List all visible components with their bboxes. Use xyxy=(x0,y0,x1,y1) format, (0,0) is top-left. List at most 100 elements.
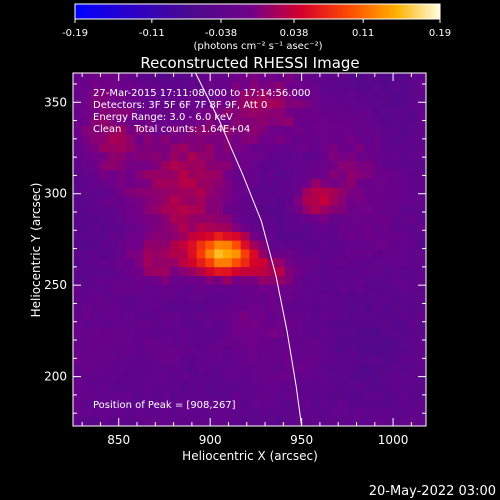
heatmap-cell xyxy=(170,187,180,198)
heatmap-cell xyxy=(302,355,312,365)
heatmap-cell xyxy=(108,320,118,330)
heatmap-cell xyxy=(108,125,118,136)
heatmap-cell xyxy=(231,275,242,286)
heatmap-cell xyxy=(417,99,426,109)
heatmap-cell xyxy=(90,214,101,224)
heatmap-cell xyxy=(99,337,109,348)
heatmap-cell xyxy=(90,125,101,136)
heatmap-cell xyxy=(108,81,118,92)
heatmap-cell xyxy=(284,161,295,171)
heatmap-cell xyxy=(81,81,92,92)
heatmap-cell xyxy=(364,143,374,154)
heatmap-cell xyxy=(240,99,251,109)
heatmap-cell xyxy=(90,302,101,312)
heatmap-cell xyxy=(408,381,418,392)
heatmap-cell xyxy=(267,161,277,171)
heatmap-cell xyxy=(284,178,295,189)
heatmap-cell xyxy=(90,178,101,189)
heatmap-cell xyxy=(408,231,418,242)
heatmap-cell xyxy=(117,373,127,383)
heatmap-cell xyxy=(364,399,374,409)
heatmap-cell xyxy=(364,73,374,83)
heatmap-cell xyxy=(249,293,259,304)
heatmap-cell xyxy=(284,364,295,374)
heatmap-cell xyxy=(302,293,312,304)
heatmap-cell xyxy=(178,399,189,409)
heatmap-cell xyxy=(196,231,206,242)
heatmap-cell xyxy=(320,205,330,215)
heatmap-cell xyxy=(275,408,286,418)
heatmap-cell xyxy=(134,143,145,154)
heatmap-cell xyxy=(152,293,162,304)
heatmap-cell xyxy=(205,143,215,154)
heatmap-cell xyxy=(302,408,312,418)
heatmap-cell xyxy=(178,81,189,92)
heatmap-cell xyxy=(134,328,145,339)
heatmap-cell xyxy=(267,152,277,162)
heatmap-cell xyxy=(355,161,365,171)
heatmap-cell xyxy=(240,320,251,330)
heatmap-cell xyxy=(99,205,109,215)
heatmap-cell xyxy=(205,231,215,242)
y-tick-label: 300 xyxy=(44,187,67,201)
heatmap-cell xyxy=(73,373,83,383)
heatmap-cell xyxy=(178,143,189,154)
heatmap-cell xyxy=(373,170,383,180)
heatmap-cell xyxy=(293,152,304,162)
heatmap-cell xyxy=(196,399,206,409)
heatmap-cell xyxy=(275,231,286,242)
heatmap-cell xyxy=(108,99,118,109)
heatmap-cell xyxy=(373,152,383,162)
heatmap-cell xyxy=(311,143,321,154)
heatmap-cell xyxy=(117,311,127,321)
heatmap-cell xyxy=(117,346,127,356)
heatmap-cell xyxy=(390,117,401,127)
heatmap-cell xyxy=(125,390,136,401)
heatmap-cell xyxy=(249,373,259,383)
heatmap-cell xyxy=(364,170,374,180)
heatmap-cell xyxy=(249,187,259,198)
heatmap-cell xyxy=(223,258,233,268)
heatmap-cell xyxy=(328,152,339,162)
heatmap-cell xyxy=(258,187,268,198)
heatmap-cell xyxy=(390,125,401,136)
heatmap-cell xyxy=(390,187,401,198)
heatmap-cell xyxy=(99,284,109,295)
heatmap-cell xyxy=(408,390,418,401)
heatmap-cell xyxy=(311,364,321,374)
heatmap-cell xyxy=(320,311,330,321)
heatmap-cell xyxy=(320,99,330,109)
heatmap-cell xyxy=(284,328,295,339)
heatmap-cell xyxy=(161,108,171,118)
heatmap-cell xyxy=(337,408,348,418)
heatmap-cell xyxy=(205,373,215,383)
heatmap-cell xyxy=(337,117,348,127)
heatmap-cell xyxy=(258,125,268,136)
heatmap-cell xyxy=(143,223,154,233)
heatmap-cell xyxy=(152,408,162,418)
heatmap-cell xyxy=(355,117,365,127)
heatmap-cell xyxy=(81,178,92,189)
heatmap-cell xyxy=(267,373,277,383)
heatmap-cell xyxy=(240,328,251,339)
heatmap-cell xyxy=(231,390,242,401)
heatmap-cell xyxy=(258,346,268,356)
heatmap-cell xyxy=(81,417,92,426)
heatmap-cell xyxy=(293,337,304,348)
heatmap-cell xyxy=(373,390,383,401)
heatmap-cell xyxy=(284,240,295,251)
heatmap-cell xyxy=(214,152,224,162)
heatmap-cell xyxy=(134,355,145,365)
heatmap-cell xyxy=(328,258,339,268)
heatmap-cell xyxy=(284,249,295,259)
heatmap-cell xyxy=(187,205,198,215)
heatmap-cell xyxy=(178,258,189,268)
heatmap-cell xyxy=(178,311,189,321)
heatmap-cell xyxy=(320,399,330,409)
heatmap-cell xyxy=(231,214,242,224)
heatmap-cell xyxy=(196,81,206,92)
heatmap-cell xyxy=(373,81,383,92)
heatmap-cell xyxy=(275,134,286,145)
heatmap-cell xyxy=(214,293,224,304)
heatmap-cell xyxy=(125,249,136,259)
